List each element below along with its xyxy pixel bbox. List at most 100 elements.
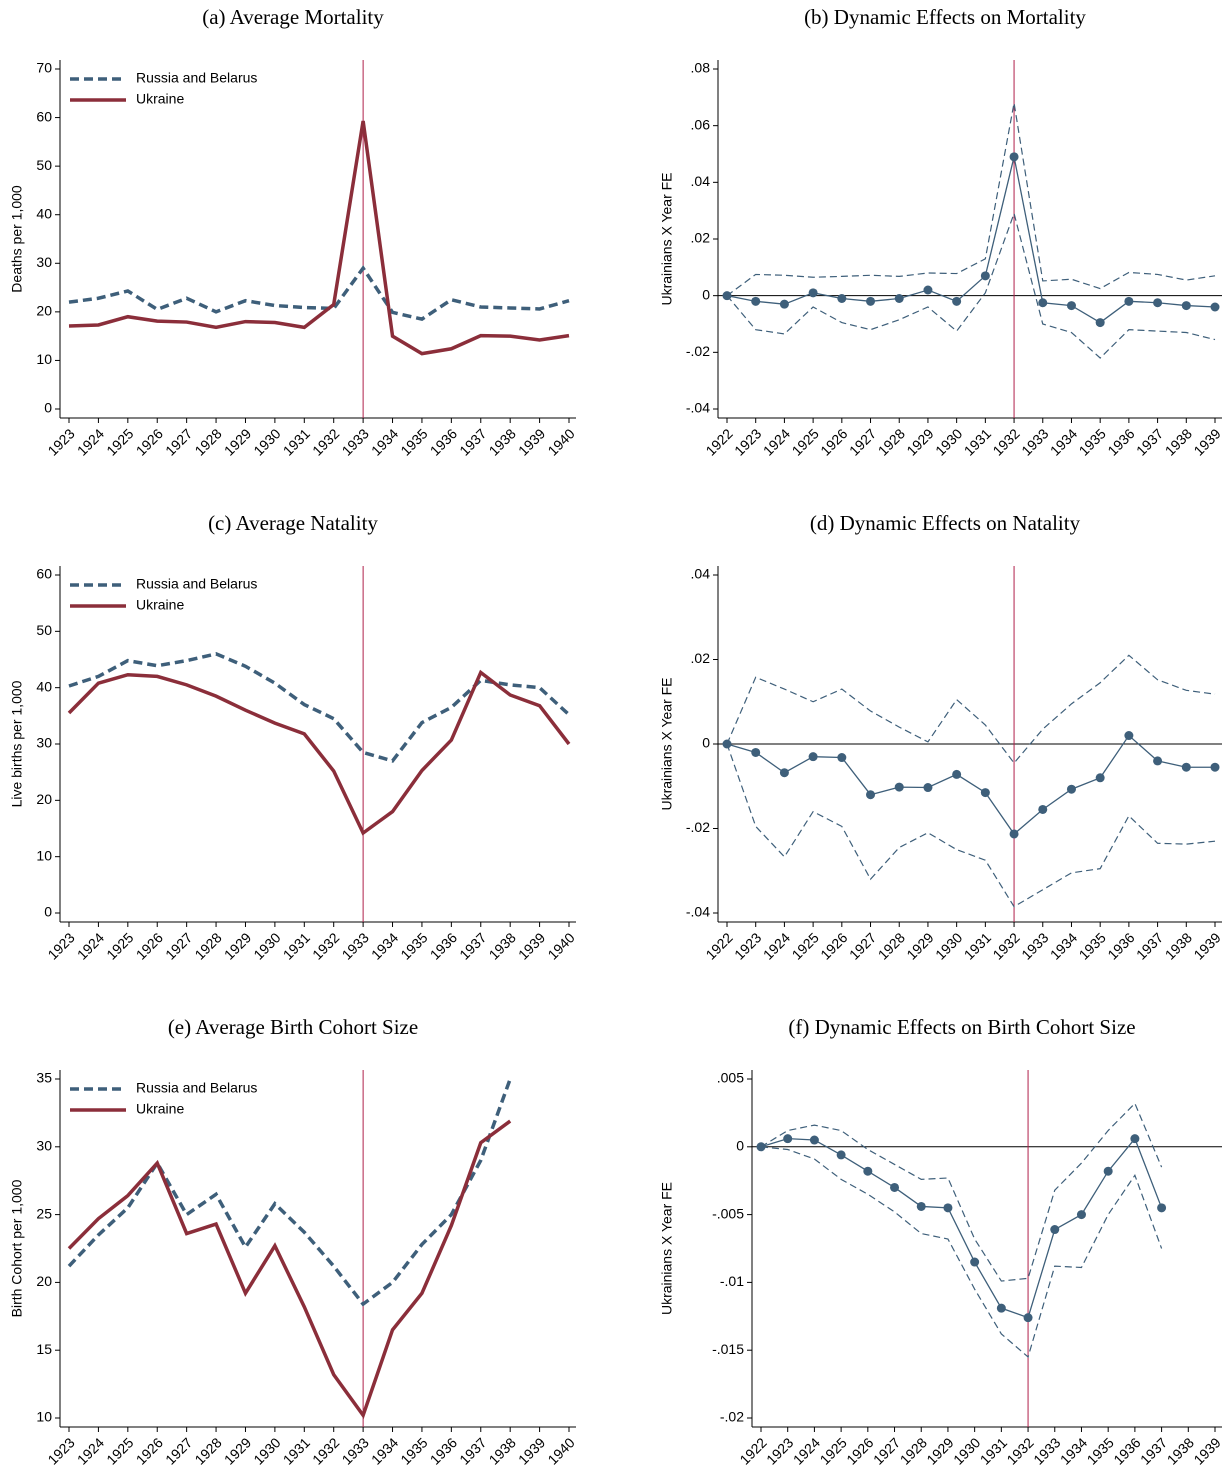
x-tick-label: 1925 xyxy=(817,1434,850,1465)
x-tick-label: 1926 xyxy=(133,929,166,962)
y-axis-label: Deaths per 1,000 xyxy=(9,185,25,293)
series-line xyxy=(760,1146,1163,1359)
y-tick-label: -.015 xyxy=(712,1341,744,1357)
y-tick-label: 70 xyxy=(36,60,52,76)
x-tick-label: 1932 xyxy=(309,1434,342,1465)
y-tick-label: 30 xyxy=(36,254,52,270)
x-tick-label: 1937 xyxy=(456,929,489,962)
panel-title: (c) Average Natality xyxy=(208,511,378,535)
x-tick-label: 1936 xyxy=(427,425,460,458)
point xyxy=(894,294,904,303)
series-line xyxy=(68,265,570,322)
point xyxy=(837,753,847,763)
x-tick-label: 1934 xyxy=(368,929,401,962)
point xyxy=(1009,829,1019,839)
legend-label: Russia and Belarus xyxy=(136,70,257,86)
y-tick-label: -.02 xyxy=(720,1409,744,1425)
point xyxy=(1157,1203,1167,1213)
x-tick-label: 1931 xyxy=(977,1434,1010,1465)
x-tick-label: 1927 xyxy=(846,425,879,458)
y-tick-label: 40 xyxy=(36,205,52,221)
x-tick-label: 1936 xyxy=(1104,929,1137,962)
x-tick-label: 1931 xyxy=(961,425,994,458)
x-tick-label: 1923 xyxy=(44,929,77,962)
x-tick-label: 1934 xyxy=(1047,929,1080,962)
x-tick-label: 1931 xyxy=(961,929,994,962)
point xyxy=(1124,296,1134,306)
y-tick-label: 50 xyxy=(36,622,52,638)
x-tick-label: 1929 xyxy=(903,425,936,458)
point xyxy=(1038,298,1048,308)
x-tick-label: 1930 xyxy=(250,929,283,962)
x-tick-label: 1940 xyxy=(544,929,577,962)
series-line xyxy=(726,743,1216,908)
x-tick-label: 1933 xyxy=(339,1434,372,1465)
series-line xyxy=(726,734,1215,835)
panel-title: (f) Dynamic Effects on Birth Cohort Size xyxy=(788,1015,1135,1039)
x-tick-label: 1940 xyxy=(544,1434,577,1465)
x-tick-label: 1924 xyxy=(760,425,793,458)
x-tick-label: 1924 xyxy=(760,929,793,962)
x-tick-label: 1922 xyxy=(702,929,735,962)
x-tick-label: 1925 xyxy=(789,929,822,962)
point xyxy=(1181,301,1191,311)
point xyxy=(996,1303,1006,1313)
series-line xyxy=(67,1078,512,1307)
panel-title: (d) Dynamic Effects on Natality xyxy=(810,511,1081,535)
y-tick-label: .04 xyxy=(691,173,711,189)
x-tick-label: 1928 xyxy=(191,929,224,962)
panel-title: (b) Dynamic Effects on Mortality xyxy=(804,5,1086,29)
x-tick-label: 1937 xyxy=(1133,425,1166,458)
x-tick-label: 1939 xyxy=(515,1434,548,1465)
y-tick-label: 15 xyxy=(36,1341,52,1357)
series-line xyxy=(760,1137,1163,1319)
x-tick-label: 1937 xyxy=(1137,1434,1170,1465)
point xyxy=(783,1134,793,1144)
point xyxy=(894,782,904,792)
x-tick-label: 1927 xyxy=(162,1434,195,1465)
point xyxy=(751,296,761,306)
point xyxy=(866,790,876,800)
x-tick-label: 1939 xyxy=(515,425,548,458)
x-tick-label: 1938 xyxy=(486,1434,519,1465)
x-tick-label: 1929 xyxy=(221,1434,254,1465)
legend-label: Russia and Belarus xyxy=(136,576,257,592)
y-tick-label: 25 xyxy=(36,1205,52,1221)
x-tick-label: 1926 xyxy=(817,929,850,962)
y-tick-label: 40 xyxy=(36,678,52,694)
legend-label: Ukraine xyxy=(136,1101,184,1117)
y-tick-label: -.005 xyxy=(712,1205,744,1221)
y-tick-label: 50 xyxy=(36,157,52,173)
y-tick-label: .02 xyxy=(691,230,711,246)
y-tick-label: 20 xyxy=(36,303,52,319)
x-tick-label: 1936 xyxy=(427,929,460,962)
point xyxy=(836,1150,846,1160)
series-line xyxy=(760,1102,1163,1282)
y-tick-label: .06 xyxy=(691,116,711,132)
point xyxy=(952,296,962,306)
x-tick-label: 1930 xyxy=(250,425,283,458)
point xyxy=(1066,301,1076,311)
y-tick-label: 60 xyxy=(36,108,52,124)
series-line xyxy=(726,102,1216,297)
x-tick-label: 1925 xyxy=(103,1434,136,1465)
panel-title: (a) Average Mortality xyxy=(202,5,384,29)
y-tick-label: 10 xyxy=(36,1409,52,1425)
point xyxy=(980,788,990,798)
x-tick-label: 1940 xyxy=(544,425,577,458)
x-tick-label: 1930 xyxy=(932,425,965,458)
y-tick-label: 20 xyxy=(36,791,52,807)
point xyxy=(1066,784,1076,794)
x-tick-label: 1926 xyxy=(133,425,166,458)
y-axis-label: Ukrainians X Year FE xyxy=(659,677,675,810)
y-tick-label: 0 xyxy=(44,904,52,920)
x-tick-label: 1939 xyxy=(1190,1434,1223,1465)
x-tick-label: 1923 xyxy=(731,425,764,458)
y-tick-label: 35 xyxy=(36,1070,52,1086)
x-tick-label: 1930 xyxy=(250,1434,283,1465)
x-tick-label: 1929 xyxy=(221,425,254,458)
point xyxy=(1103,1166,1113,1176)
x-tick-label: 1938 xyxy=(1164,1434,1197,1465)
point xyxy=(1153,298,1163,308)
panel-title: (e) Average Birth Cohort Size xyxy=(168,1015,418,1039)
